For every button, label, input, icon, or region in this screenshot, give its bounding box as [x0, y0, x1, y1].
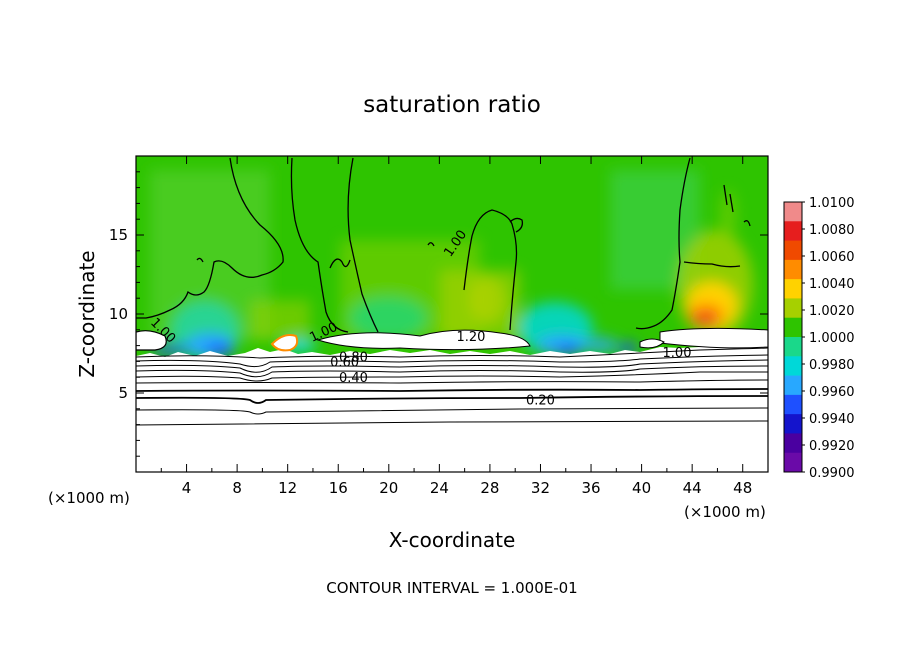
contour-lines-saturation — [136, 157, 751, 333]
contour-label: 0.20 — [526, 393, 555, 408]
contour-label-group: 1.20 — [456, 330, 485, 345]
contour-label-group: 0.40 — [339, 371, 368, 386]
y-axis-label: Z-coordinate — [75, 250, 99, 377]
plot-area: 1.001.001.001.001.200.800.600.400.20 — [136, 156, 768, 472]
x-tick-label: 16 — [329, 479, 348, 497]
contour-label-group: 0.60 — [330, 355, 359, 370]
contour-label: 0.60 — [330, 355, 359, 370]
x-unit-left: (×1000 m) — [48, 489, 130, 507]
colorbar-label: 1.0060 — [809, 250, 855, 265]
colorbar-label: 1.0040 — [809, 277, 855, 292]
colorbar-segment — [784, 279, 802, 299]
contour-label: 0.80 — [339, 351, 368, 366]
colorbar: 1.0100 1.0080 1.0060 1.0040 1.0020 1.0000 0.99… — [783, 196, 855, 481]
colorbar-label: 1.0000 — [809, 331, 855, 346]
colorbar-segment — [784, 221, 802, 242]
y-tick-label: 5 — [118, 384, 128, 402]
colorbar-label: 0.9960 — [809, 385, 855, 400]
x-tick-label: 28 — [480, 479, 499, 497]
y-tick-label: 10 — [109, 305, 128, 323]
colorbar-segment — [784, 317, 802, 338]
x-axis-label: X-coordinate — [389, 528, 516, 552]
x-tick-label: 4 — [182, 479, 192, 497]
contour-label: 1.00 — [663, 346, 692, 361]
colorbar-label: 0.9900 — [809, 466, 855, 481]
colorbar-label: 1.0080 — [809, 223, 855, 238]
field-shading — [150, 170, 753, 360]
x-tick-label: 48 — [733, 479, 752, 497]
colorbar-segment — [784, 259, 802, 280]
colorbar-label: 0.9940 — [809, 412, 855, 427]
colorbar-segment — [784, 375, 802, 396]
colorbar-segment — [784, 202, 802, 222]
x-tick-label: 32 — [531, 479, 550, 497]
contour-label: 1.20 — [456, 330, 485, 345]
x-tick-label: 20 — [379, 479, 398, 497]
x-tick-label: 24 — [430, 479, 449, 497]
x-tick-label: 12 — [278, 479, 297, 497]
colorbar-segment — [784, 298, 802, 319]
contour-interval-footer: CONTOUR INTERVAL = 1.000E-01 — [326, 579, 577, 597]
colorbar-label: 1.0020 — [809, 304, 855, 319]
x-tick-label: 40 — [632, 479, 651, 497]
contour-lines-lower — [136, 347, 768, 426]
contour-label: 0.40 — [339, 371, 368, 386]
chart-title: saturation ratio — [363, 92, 541, 118]
x-tick-label: 44 — [683, 479, 702, 497]
y-tick-label: 15 — [109, 226, 128, 244]
colorbar-label: 0.9980 — [809, 358, 855, 373]
colorbar-segment — [784, 452, 802, 473]
colorbar-segment — [784, 240, 802, 261]
boundary-layer-mask — [136, 345, 768, 472]
colorbar-segment — [784, 433, 802, 454]
x-unit-right: (×1000 m) — [684, 503, 766, 521]
colorbar-segment — [784, 337, 802, 357]
contour-label-group: 0.20 — [526, 393, 555, 408]
colorbar-segment — [784, 394, 802, 415]
x-tick-label: 36 — [581, 479, 600, 497]
colorbar-segment — [784, 414, 802, 434]
contour-label-group: 1.00 — [663, 346, 692, 361]
colorbar-label: 1.0100 — [809, 196, 855, 211]
colorbar-segment — [784, 356, 802, 377]
colorbar-label: 0.9920 — [809, 439, 855, 454]
x-tick-label: 8 — [232, 479, 242, 497]
contour-label-group: 0.80 — [339, 351, 368, 366]
